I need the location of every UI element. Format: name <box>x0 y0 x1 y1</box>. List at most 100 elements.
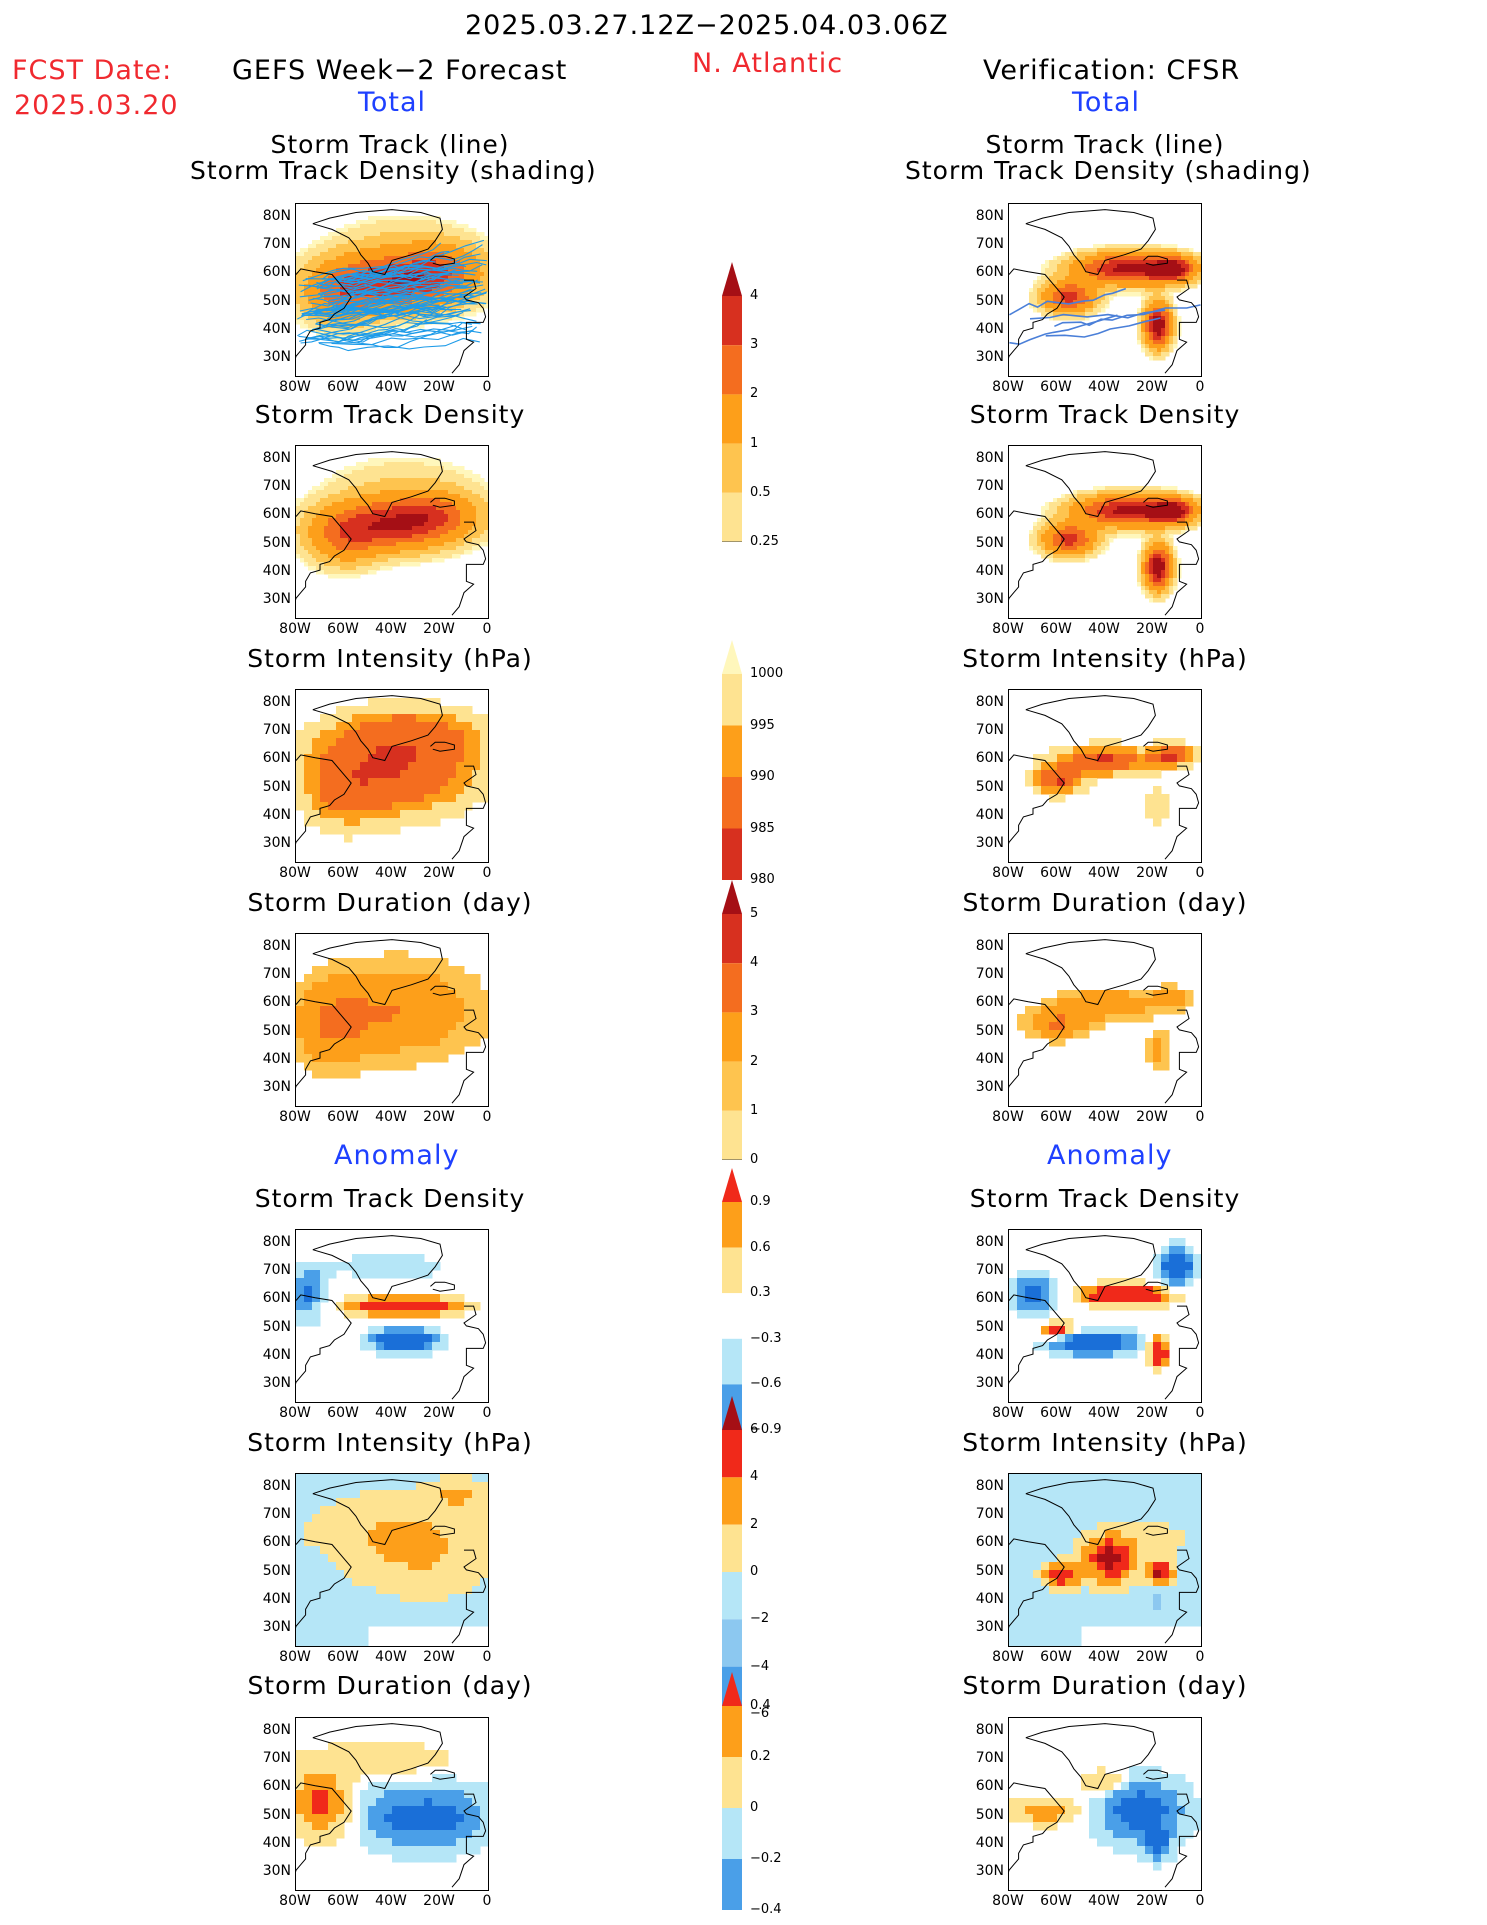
panel-title-anom-density-right: Storm Track Density <box>969 1184 1241 1213</box>
field-cell <box>424 522 429 527</box>
field-cell <box>376 958 385 967</box>
field-cell <box>412 514 417 519</box>
field-cell <box>472 786 481 795</box>
field-cell <box>396 494 401 499</box>
field-cell <box>1049 762 1058 771</box>
field-cell <box>340 272 345 277</box>
field-cell <box>352 818 361 827</box>
field-cell <box>356 224 361 229</box>
field-cell <box>1165 594 1170 599</box>
field-cell <box>344 982 353 991</box>
field-cell <box>420 558 425 563</box>
field-cell <box>1165 280 1170 285</box>
field-cell <box>408 252 413 257</box>
field-cell <box>380 490 385 495</box>
field-cell <box>360 296 365 301</box>
field-cell <box>312 550 317 555</box>
field-cell <box>428 280 433 285</box>
field-cell <box>1033 526 1038 531</box>
field-cell <box>1053 296 1058 301</box>
field-cell <box>376 1038 385 1047</box>
field-cell <box>1121 498 1126 503</box>
field-cell <box>324 526 329 531</box>
field-cell <box>308 272 313 277</box>
field-cell <box>472 714 481 723</box>
field-cell <box>360 546 365 551</box>
field-cell <box>344 1054 353 1063</box>
field-cell <box>416 1006 425 1015</box>
field-cell <box>1121 510 1126 515</box>
panel-title-track-line-right: Storm Track (line) <box>985 130 1225 159</box>
field-cell <box>388 312 393 317</box>
field-cell <box>1065 304 1070 309</box>
field-cell <box>472 260 477 265</box>
field-cell <box>416 248 421 253</box>
field-cell <box>380 474 385 479</box>
field-cell <box>1141 518 1146 523</box>
field-cell <box>472 244 477 249</box>
field-cell <box>1169 332 1174 337</box>
field-cell <box>420 530 425 535</box>
field-cell <box>1053 538 1058 543</box>
field-cell <box>1041 264 1046 269</box>
field-cell <box>300 502 305 507</box>
field-cell <box>432 486 437 491</box>
field-cell <box>1069 550 1074 555</box>
field-cell <box>296 288 301 293</box>
field-cell <box>1161 1062 1170 1071</box>
field-cell <box>1181 264 1186 269</box>
field-cell <box>392 562 397 567</box>
field-cell <box>1197 506 1201 511</box>
field-cell <box>416 802 425 811</box>
field-cell <box>312 510 317 515</box>
field-cell <box>1141 502 1146 507</box>
field-cell <box>428 498 433 503</box>
field-cell <box>316 502 321 507</box>
field-cell <box>388 252 393 257</box>
field-cell <box>376 982 385 991</box>
field-cell <box>1157 598 1162 603</box>
field-cell <box>372 486 377 491</box>
field-cell <box>356 288 361 293</box>
field-cell <box>1113 244 1118 249</box>
track-left-map <box>295 203 489 377</box>
field-cell <box>484 514 488 519</box>
field-cell <box>1149 268 1154 273</box>
field-cell <box>1137 770 1146 779</box>
field-cell <box>1073 288 1078 293</box>
field-cell <box>444 300 449 305</box>
field-cell <box>480 236 485 241</box>
field-cell <box>1129 486 1134 491</box>
field-cell <box>1133 260 1138 265</box>
field-cell <box>484 482 488 487</box>
field-cell <box>296 982 305 991</box>
field-cell <box>484 292 488 297</box>
field-cell <box>1169 762 1178 771</box>
lat-tick-label: 60N <box>975 750 1004 767</box>
field-cell <box>460 308 465 313</box>
field-cell <box>1073 998 1082 1007</box>
field-cell <box>384 722 393 731</box>
field-cell <box>396 542 401 547</box>
field-cell <box>1141 324 1146 329</box>
field-cell <box>340 502 345 507</box>
field-cell <box>380 268 385 273</box>
field-cell <box>1145 348 1150 353</box>
field-cell <box>480 240 485 245</box>
field-cell <box>336 570 341 575</box>
field-cell <box>428 490 433 495</box>
field-cell <box>336 1054 345 1063</box>
field-cell <box>416 958 425 967</box>
field-cell <box>408 506 413 511</box>
field-cell <box>316 566 321 571</box>
field-cell <box>1077 506 1082 511</box>
field-cell <box>384 490 389 495</box>
field-cell <box>1189 268 1194 273</box>
iceland-coastline <box>430 985 455 996</box>
field-cell <box>336 974 345 983</box>
field-cell <box>1085 526 1090 531</box>
field-cell <box>392 248 397 253</box>
field-cell <box>1085 506 1090 511</box>
field-cell <box>368 762 377 771</box>
field-cell <box>376 240 381 245</box>
